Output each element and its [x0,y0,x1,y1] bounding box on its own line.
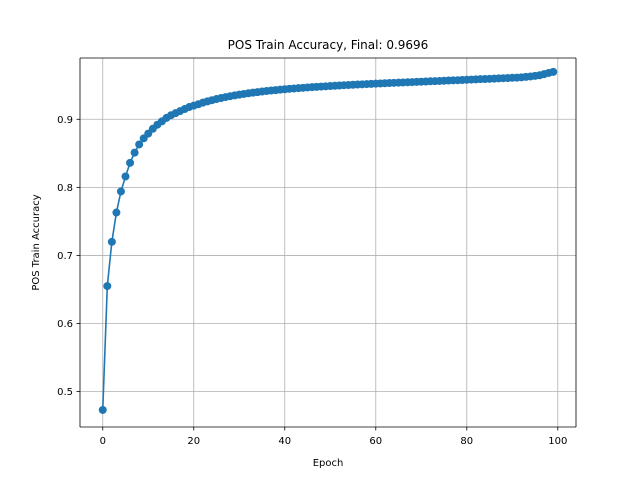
data-point [112,208,121,217]
grid-lines [80,58,576,427]
axes-spines [79,57,577,428]
data-point [107,237,116,246]
data-point [135,140,144,149]
y-tick-label: 0.5 [57,387,73,398]
data-point [98,405,107,414]
x-axis-label: Epoch [313,458,344,469]
x-tick-label: 20 [187,436,200,447]
axis-ticks: 0 20 40 60 80 100 0.5 0.6 0.7 0.8 0.9 [57,115,567,447]
y-tick-label: 0.8 [57,183,73,194]
y-axis-label: POS Train Accuracy [31,194,42,290]
data-point [130,148,139,157]
y-tick-label: 0.9 [57,115,73,126]
x-tick-label: 60 [369,436,382,447]
data-point [103,282,112,291]
data-point [549,67,558,76]
x-tick-label: 80 [460,436,473,447]
x-tick-label: 100 [548,436,567,447]
data-point [116,187,125,196]
x-tick-label: 40 [278,436,291,447]
x-tick-label: 0 [100,436,106,447]
data-point [121,172,130,181]
plot-background [80,58,576,427]
series-layer [98,67,558,414]
y-tick-label: 0.6 [57,319,73,330]
y-tick-label: 0.7 [57,251,73,262]
chart-title: POS Train Accuracy, Final: 0.9696 [228,38,429,52]
data-point [126,158,135,167]
